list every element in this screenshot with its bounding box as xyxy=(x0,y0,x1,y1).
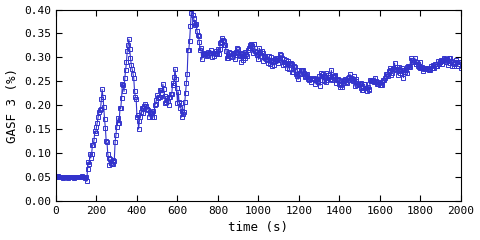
X-axis label: time (s): time (s) xyxy=(228,222,288,234)
Y-axis label: GASF 3 (%): GASF 3 (%) xyxy=(6,68,19,143)
